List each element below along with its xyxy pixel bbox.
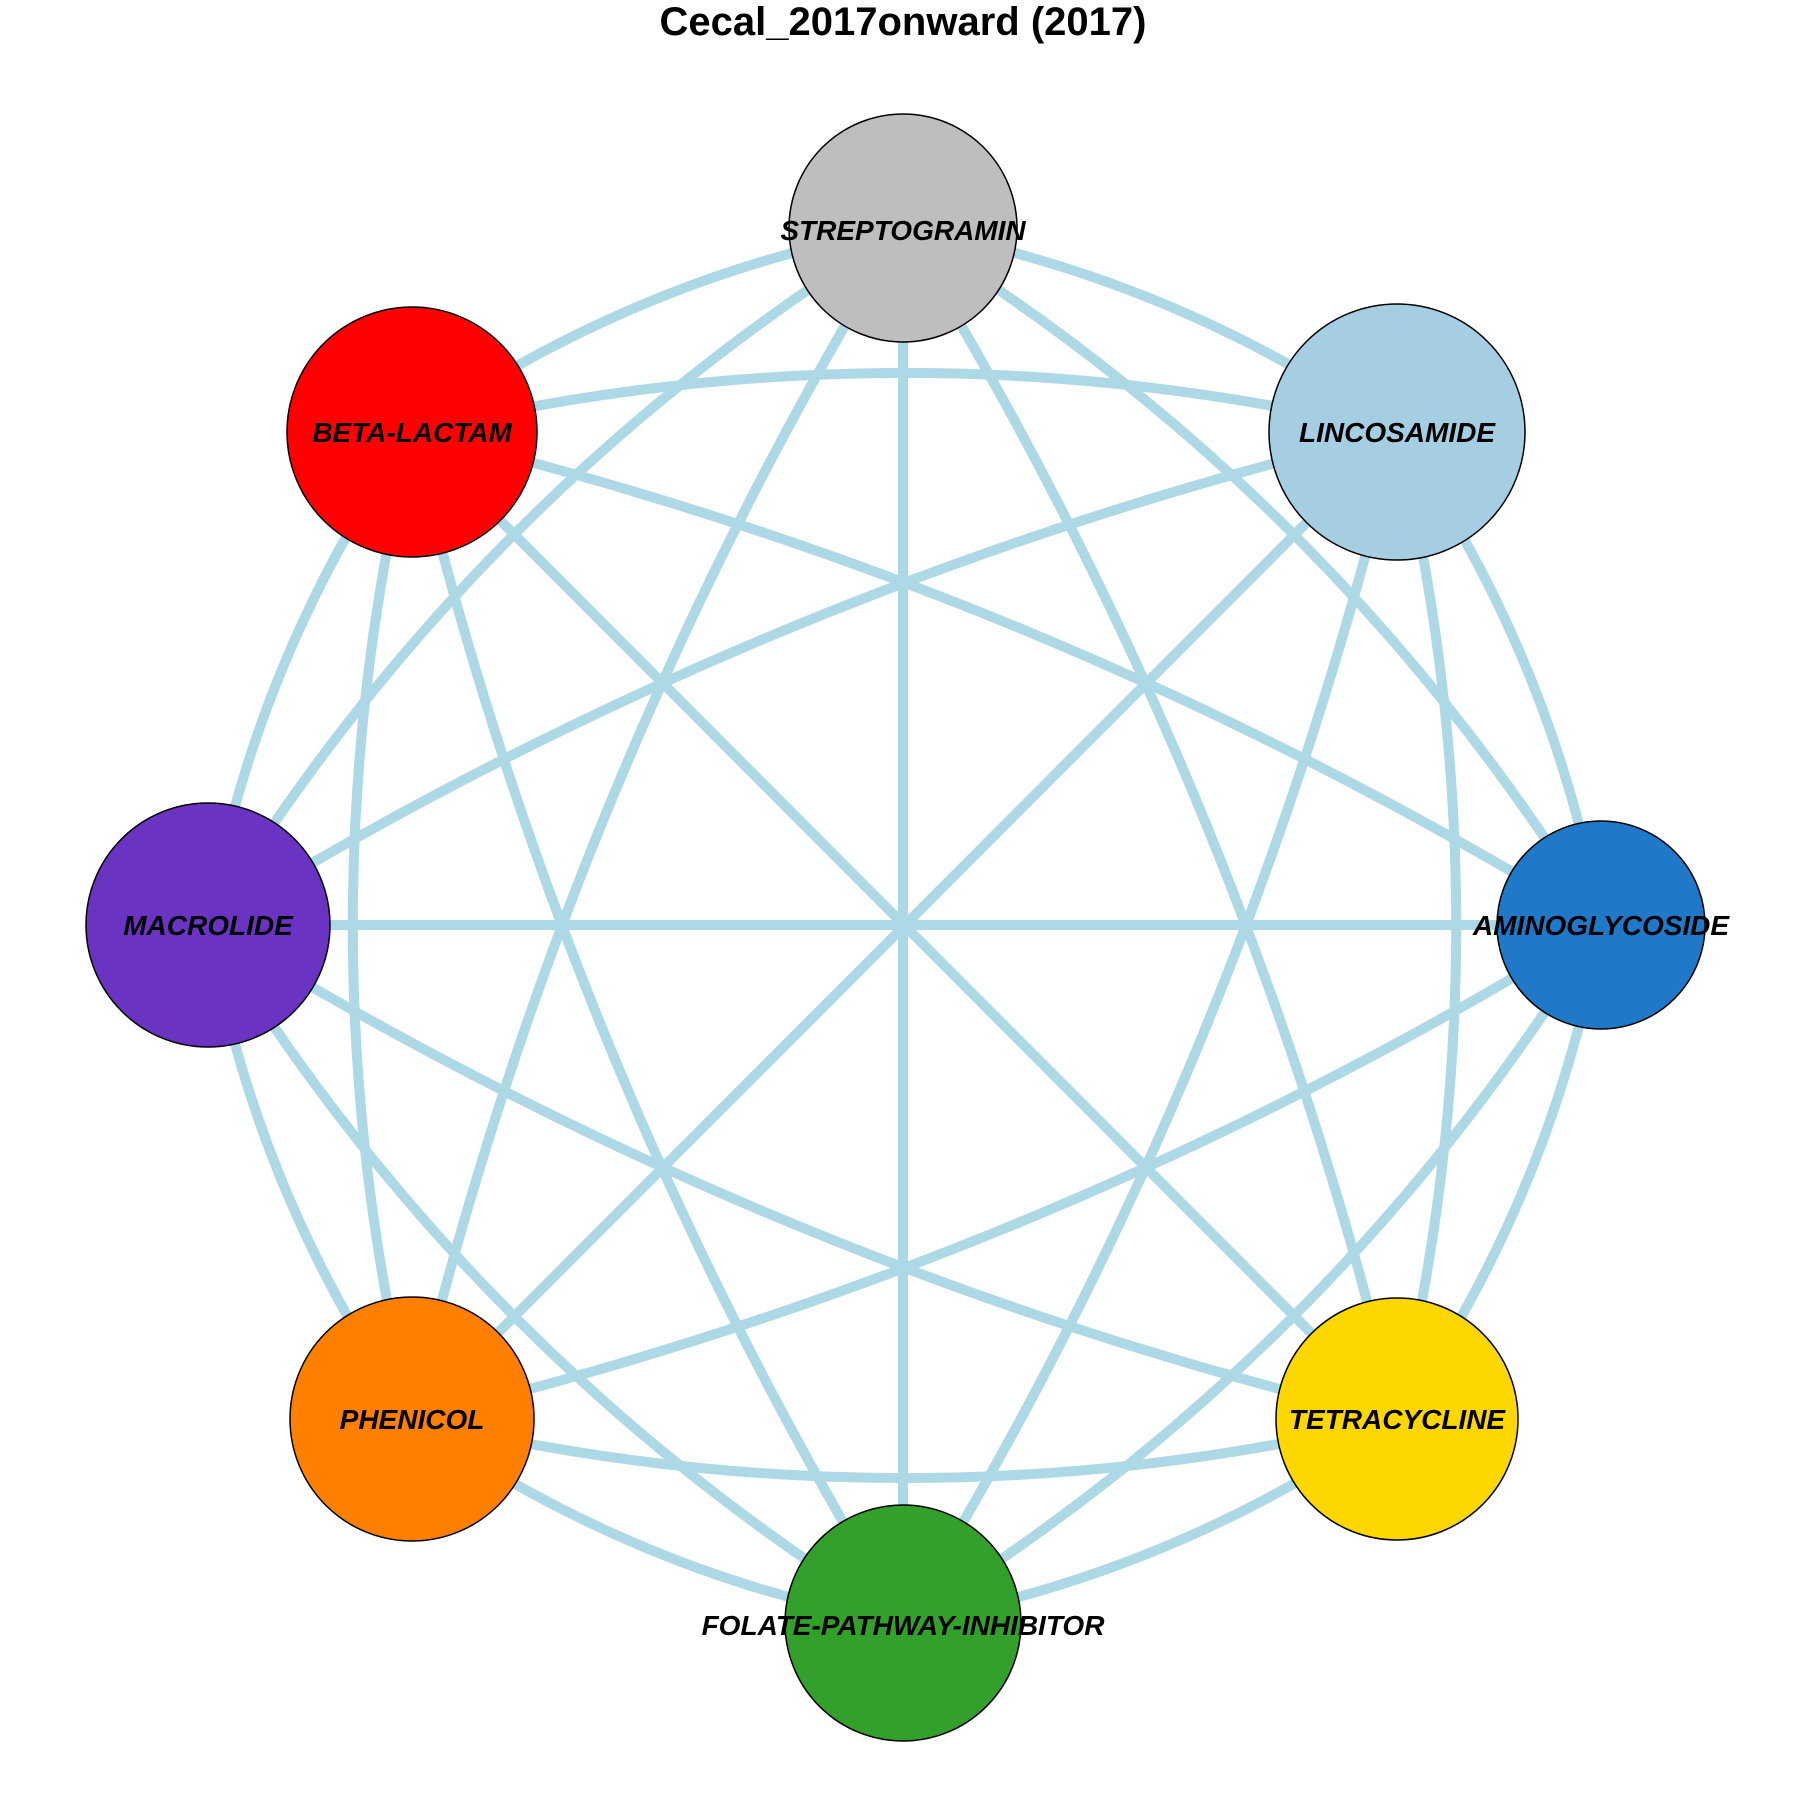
node-circle-lincosamide [1268, 303, 1526, 561]
nodes-layer: STREPTOGRAMIN LINCOSAMIDE AMINOGLYCOSIDE TE… [85, 113, 1730, 1742]
node-circle-folate-pathway-inhibitor [784, 1504, 1022, 1742]
node-label-aminoglycoside: AMINOGLYCOSIDE [1472, 910, 1730, 941]
node-macrolide: MACROLIDE [85, 802, 331, 1048]
edge-phenicol-beta-lactam [347, 427, 417, 1424]
node-circle-macrolide [85, 802, 331, 1048]
edge-folate-pathway-inhibitor-macrolide [203, 920, 908, 1628]
node-label-lincosamide: LINCOSAMIDE [1299, 417, 1496, 448]
node-tetracycline: TETRACYCLINE [1275, 1297, 1519, 1541]
node-circle-aminoglycoside [1496, 820, 1706, 1030]
node-label-macrolide: MACROLIDE [123, 910, 294, 941]
edge-streptogramin-tetracycline [898, 223, 1402, 1424]
edge-lincosamide-macrolide [203, 427, 1402, 930]
node-circle-streptogramin [788, 113, 1018, 343]
edge-streptogramin-phenicol [407, 223, 908, 1424]
node-streptogramin: STREPTOGRAMIN [780, 113, 1026, 343]
node-label-beta-lactam: BETA-LACTAM [312, 417, 512, 448]
node-circle-tetracycline [1275, 1297, 1519, 1541]
node-folate-pathway-inhibitor: FOLATE-PATHWAY-INHIBITOR [702, 1504, 1106, 1742]
node-label-streptogramin: STREPTOGRAMIN [780, 215, 1026, 246]
edge-tetracycline-macrolide [203, 920, 1402, 1424]
edge-lincosamide-beta-lactam [407, 367, 1402, 437]
edge-folate-pathway-inhibitor-beta-lactam [407, 427, 908, 1628]
node-label-tetracycline: TETRACYCLINE [1289, 1404, 1507, 1435]
edge-tetracycline-beta-lactam [407, 427, 1402, 1424]
node-label-folate-pathway-inhibitor: FOLATE-PATHWAY-INHIBITOR [702, 1610, 1106, 1641]
edge-tetracycline-phenicol [407, 1414, 1402, 1484]
diagram-title: Cecal_2017onward (2017) [660, 0, 1147, 44]
node-lincosamide: LINCOSAMIDE [1268, 303, 1526, 561]
edge-lincosamide-folate-pathway-inhibitor [898, 427, 1402, 1628]
node-aminoglycoside: AMINOGLYCOSIDE [1472, 820, 1730, 1030]
node-circle-phenicol [289, 1296, 535, 1542]
node-phenicol: PHENICOL [289, 1296, 535, 1542]
node-circle-beta-lactam [286, 306, 538, 558]
edge-aminoglycoside-phenicol [407, 920, 1606, 1424]
node-label-phenicol: PHENICOL [340, 1404, 485, 1435]
edge-aminoglycoside-beta-lactam [407, 427, 1606, 930]
node-beta-lactam: BETA-LACTAM [286, 306, 538, 558]
